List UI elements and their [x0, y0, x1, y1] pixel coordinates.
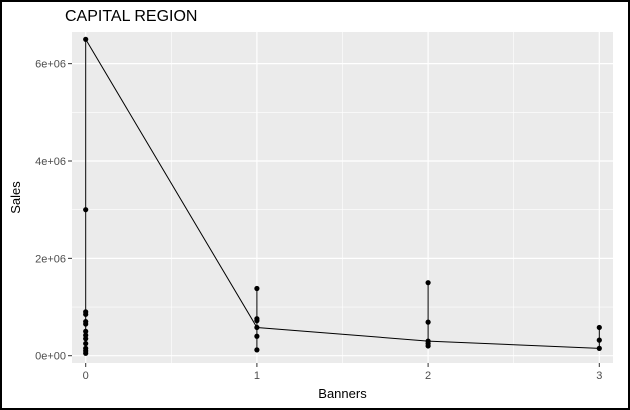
x-tick-label: 3 [596, 370, 602, 382]
x-tick-label: 2 [425, 370, 431, 382]
data-point [425, 280, 431, 286]
y-tick-label: 6e+06 [35, 59, 66, 71]
data-point [425, 343, 431, 349]
chart-title: CAPITAL REGION [65, 8, 198, 25]
data-point [425, 319, 431, 325]
series-line [85, 39, 600, 349]
x-tick-label: 1 [254, 370, 260, 382]
data-points [83, 36, 602, 356]
data-point [83, 36, 89, 42]
y-tick-label: 4e+06 [35, 156, 66, 168]
data-point [254, 347, 260, 353]
data-point [596, 337, 602, 343]
data-point [596, 324, 602, 331]
data-point [254, 333, 260, 339]
data-point [83, 311, 89, 317]
x-axis: 0 1 2 3 [83, 363, 602, 382]
data-point [83, 336, 89, 342]
data-point [254, 324, 260, 331]
y-tick-label: 0e+00 [35, 351, 66, 363]
data-point [83, 207, 89, 213]
data-point [596, 345, 602, 351]
data-point [83, 340, 89, 347]
data-point [83, 321, 89, 327]
y-axis: 0e+00 2e+06 4e+06 6e+06 [35, 59, 72, 363]
x-tick-label: 0 [83, 370, 89, 382]
data-point [254, 285, 260, 292]
data-point [83, 350, 89, 356]
series-line-path [85, 39, 600, 349]
data-point [83, 328, 89, 334]
y-axis-label: Sales [8, 181, 23, 214]
x-axis-label: Banners [318, 386, 367, 401]
data-point [254, 318, 260, 324]
y-tick-label: 2e+06 [35, 253, 66, 265]
